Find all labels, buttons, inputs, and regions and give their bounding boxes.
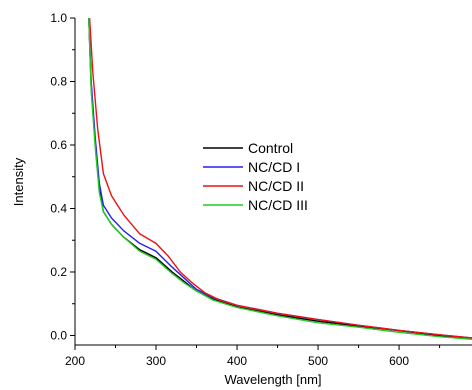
x-tick-label: 300 — [146, 354, 166, 368]
series-group — [88, 18, 472, 340]
y-tick-label: 0.0 — [50, 328, 67, 342]
x-tick-label: 500 — [308, 354, 328, 368]
series-line-nc-cd-iii — [88, 18, 472, 340]
y-tick-label: 1.0 — [50, 11, 67, 25]
series-line-nc-cd-ii — [88, 18, 472, 339]
legend: Control NC/CD I NC/CD II NC/CD III — [203, 140, 308, 213]
x-tick-label: 400 — [227, 354, 247, 368]
x-tick-label: 600 — [389, 354, 409, 368]
x-axis-title: Wavelength [nm] — [224, 372, 321, 387]
y-tick-label: 0.6 — [50, 138, 67, 152]
x-tick-label: 200 — [65, 354, 85, 368]
legend-label: NC/CD III — [248, 197, 308, 213]
y-tick-label: 0.8 — [50, 74, 67, 88]
legend-label: Control — [248, 140, 293, 156]
legend-label: NC/CD I — [248, 159, 300, 175]
y-tick-label: 0.4 — [50, 201, 67, 215]
axes: 0.0 0.2 0.4 0.6 0.8 1.0 200 300 400 500 600 — [50, 11, 472, 368]
y-tick-label: 0.2 — [50, 265, 67, 279]
legend-label: NC/CD II — [248, 178, 304, 194]
y-axis-title: Intensity — [11, 157, 26, 206]
